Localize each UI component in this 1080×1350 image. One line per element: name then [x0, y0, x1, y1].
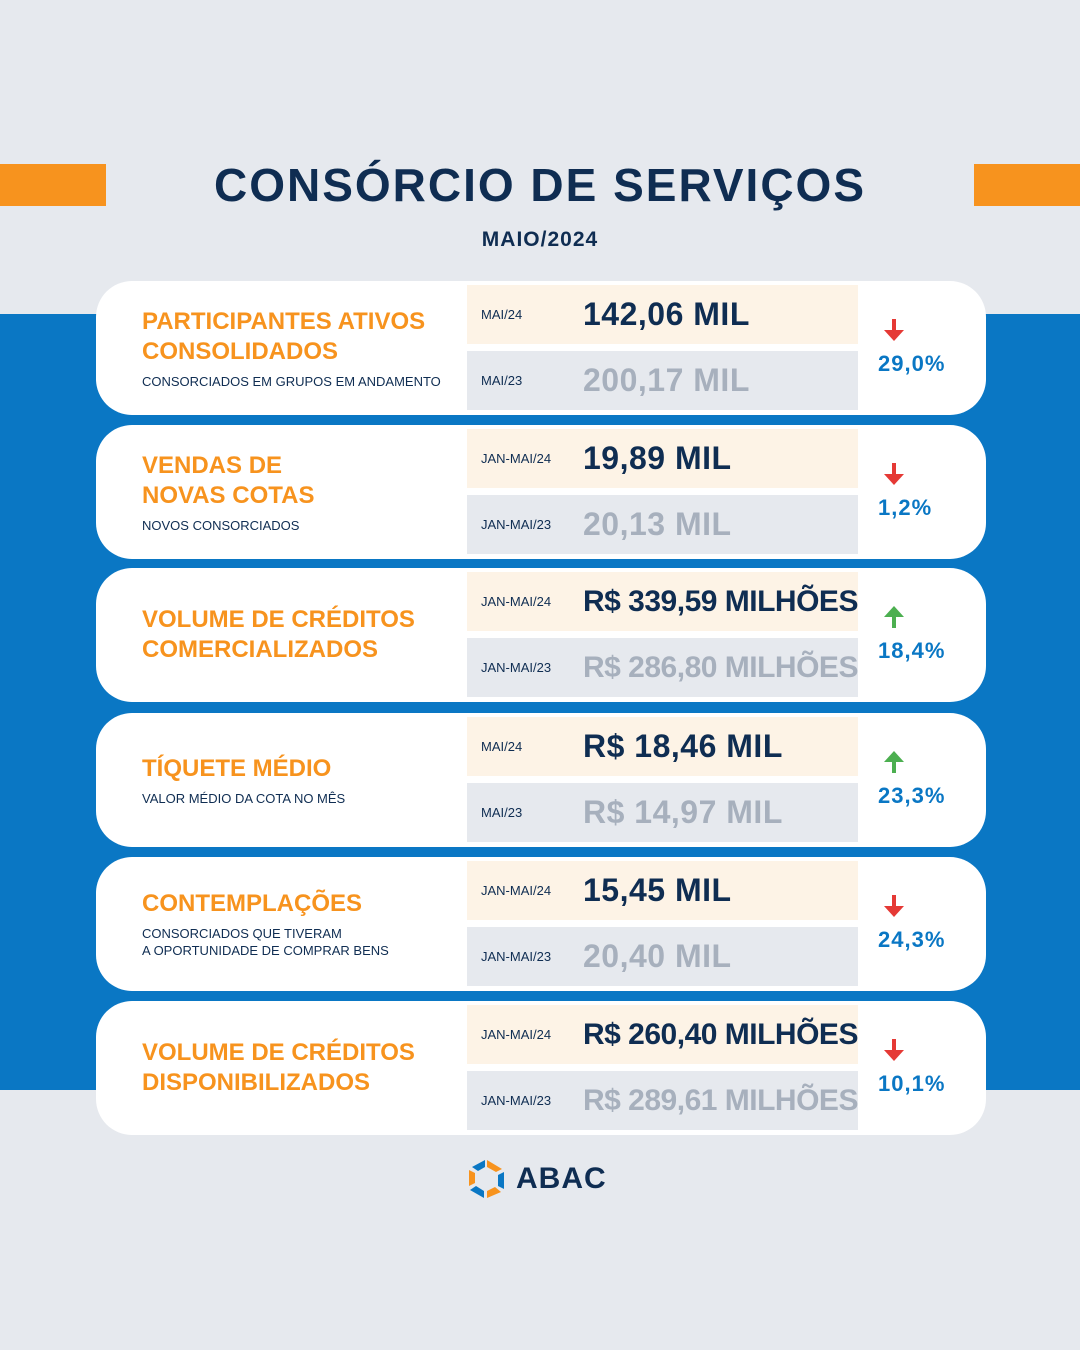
change-indicator: 23,3%	[868, 713, 978, 847]
card-tiquete-medio: TÍQUETE MÉDIO VALOR MÉDIO DA COTA NO MÊS…	[96, 713, 986, 847]
current-period: MAI/24	[481, 307, 523, 322]
current-row: MAI/24 R$ 18,46 MIL	[467, 717, 858, 776]
card-label: VOLUME DE CRÉDITOS COMERCIALIZADOS	[142, 568, 462, 702]
current-row: JAN-MAI/24 15,45 MIL	[467, 861, 858, 920]
current-value: 19,89 MIL	[583, 440, 732, 476]
current-value: R$ 260,40 MILHÕES	[583, 1017, 858, 1051]
card-subtitle: CONSORCIADOS EM GRUPOS EM ANDAMENTO	[142, 373, 441, 389]
current-row: MAI/24 142,06 MIL	[467, 285, 858, 344]
card-label: VENDAS DE NOVAS COTAS NOVOS CONSORCIADOS	[142, 425, 462, 559]
previous-value: 20,40 MIL	[583, 938, 732, 974]
previous-row: JAN-MAI/23 R$ 289,61 MILHÕES	[467, 1071, 858, 1130]
logo-text: ABAC	[516, 1162, 607, 1195]
card-subtitle: NOVOS CONSORCIADOS	[142, 517, 300, 533]
card-title: VOLUME DE CRÉDITOS COMERCIALIZADOS	[142, 606, 415, 663]
card-contemplacoes: CONTEMPLAÇÕES CONSORCIADOS QUE TIVERAM A…	[96, 857, 986, 991]
card-label: VOLUME DE CRÉDITOS DISPONIBILIZADOS	[142, 1001, 462, 1135]
card-title: VOLUME DE CRÉDITOS DISPONIBILIZADOS	[142, 1039, 415, 1096]
current-period: JAN-MAI/24	[481, 883, 552, 898]
current-value: 142,06 MIL	[583, 296, 750, 332]
change-percent: 18,4%	[878, 638, 946, 663]
abac-logo: ABAC	[466, 1158, 607, 1200]
previous-row: MAI/23 200,17 MIL	[467, 351, 858, 410]
current-period: JAN-MAI/24	[481, 1027, 552, 1042]
arrow-down-icon	[884, 1039, 904, 1061]
change-indicator: 1,2%	[868, 425, 978, 559]
previous-row: JAN-MAI/23 R$ 286,80 MILHÕES	[467, 638, 858, 697]
card-label: PARTICIPANTES ATIVOS CONSOLIDADOS CONSOR…	[142, 281, 462, 415]
current-value: 15,45 MIL	[583, 872, 732, 908]
arrow-down-icon	[884, 319, 904, 341]
previous-period: MAI/23	[481, 373, 523, 388]
card-title: VENDAS DE NOVAS COTAS	[142, 451, 315, 509]
change-indicator: 18,4%	[868, 568, 978, 702]
card-title: TÍQUETE MÉDIO	[142, 754, 332, 782]
card-subtitle: VALOR MÉDIO DA COTA NO MÊS	[142, 790, 346, 806]
previous-period: JAN-MAI/23	[481, 517, 552, 532]
arrow-down-icon	[884, 895, 904, 917]
arrow-up-icon	[884, 606, 904, 628]
previous-value: 20,13 MIL	[583, 506, 732, 542]
card-volume-creditos-comercializados: VOLUME DE CRÉDITOS COMERCIALIZADOS JAN-M…	[96, 568, 986, 702]
arrow-up-icon	[884, 751, 904, 773]
card-vendas-novas-cotas: VENDAS DE NOVAS COTAS NOVOS CONSORCIADOS…	[96, 425, 986, 559]
page-subtitle: MAIO/2024	[481, 228, 599, 251]
current-period: MAI/24	[481, 739, 523, 754]
current-value: R$ 339,59 MILHÕES	[583, 584, 858, 618]
change-percent: 10,1%	[878, 1071, 946, 1096]
page-title: CONSÓRCIO DE SERVIÇOS	[213, 159, 867, 211]
previous-period: MAI/23	[481, 805, 523, 820]
card-label: TÍQUETE MÉDIO VALOR MÉDIO DA COTA NO MÊS	[142, 713, 462, 847]
current-row: JAN-MAI/24 R$ 339,59 MILHÕES	[467, 572, 858, 631]
current-row: JAN-MAI/24 19,89 MIL	[467, 429, 858, 488]
previous-period: JAN-MAI/23	[481, 1093, 552, 1108]
abac-logo-icon	[469, 1160, 504, 1198]
change-percent: 1,2%	[878, 495, 933, 520]
previous-value: R$ 289,61 MILHÕES	[583, 1083, 858, 1117]
current-period: JAN-MAI/24	[481, 451, 552, 466]
current-row: JAN-MAI/24 R$ 260,40 MILHÕES	[467, 1005, 858, 1064]
change-indicator: 29,0%	[868, 281, 978, 415]
previous-row: JAN-MAI/23 20,40 MIL	[467, 927, 858, 986]
arrow-down-icon	[884, 463, 904, 485]
card-subtitle: CONSORCIADOS QUE TIVERAM A OPORTUNIDADE …	[142, 926, 389, 958]
previous-value: 200,17 MIL	[583, 362, 750, 398]
orange-accent-bar-right	[974, 164, 1080, 206]
card-participantes-ativos: PARTICIPANTES ATIVOS CONSOLIDADOS CONSOR…	[96, 281, 986, 415]
change-percent: 24,3%	[878, 927, 946, 952]
change-indicator: 10,1%	[868, 1001, 978, 1135]
previous-period: JAN-MAI/23	[481, 949, 552, 964]
previous-value: R$ 14,97 MIL	[583, 794, 783, 830]
previous-row: MAI/23 R$ 14,97 MIL	[467, 783, 858, 842]
orange-accent-bar-left	[0, 164, 106, 206]
current-value: R$ 18,46 MIL	[583, 728, 783, 764]
change-indicator: 24,3%	[868, 857, 978, 991]
change-percent: 29,0%	[878, 351, 946, 376]
card-volume-creditos-disponibilizados: VOLUME DE CRÉDITOS DISPONIBILIZADOS JAN-…	[96, 1001, 986, 1135]
previous-row: JAN-MAI/23 20,13 MIL	[467, 495, 858, 554]
card-title: PARTICIPANTES ATIVOS CONSOLIDADOS	[142, 307, 426, 365]
previous-value: R$ 286,80 MILHÕES	[583, 650, 858, 684]
card-label: CONTEMPLAÇÕES CONSORCIADOS QUE TIVERAM A…	[142, 857, 462, 991]
change-percent: 23,3%	[878, 783, 946, 808]
previous-period: JAN-MAI/23	[481, 660, 552, 675]
card-title: CONTEMPLAÇÕES	[142, 890, 363, 917]
current-period: JAN-MAI/24	[481, 594, 552, 609]
